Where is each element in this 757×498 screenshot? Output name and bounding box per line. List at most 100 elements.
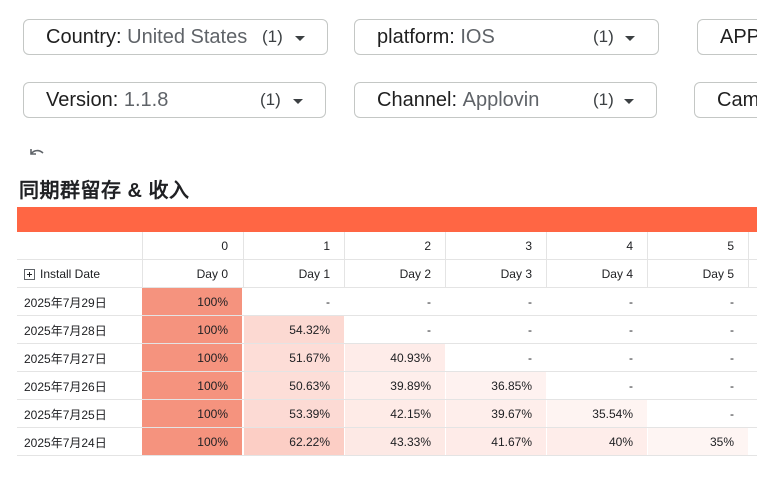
row-divider (17, 455, 757, 456)
day-header-row: Install Date Day 0 Day 1 Day 2 Day 3 Day… (17, 260, 757, 288)
country-filter-label: Country (46, 25, 117, 48)
chevron-down-icon (295, 36, 305, 41)
country-filter[interactable]: Country: United States (1) (23, 19, 328, 55)
retention-cell: - (629, 379, 633, 393)
column-divider (546, 232, 547, 287)
campaign-filter-label: Cam (717, 88, 757, 111)
row-divider (17, 259, 757, 260)
app-filter-label: APP (720, 25, 757, 48)
page-title: 同期群留存 & 收入 (19, 180, 190, 202)
day-header-cell[interactable]: Day 4 (601, 267, 633, 281)
retention-cell: - (730, 379, 734, 393)
retention-cell: 100% (142, 344, 242, 372)
chevron-down-icon (293, 99, 303, 104)
retention-cell: 100% (142, 288, 242, 316)
retention-cell: - (730, 323, 734, 337)
retention-cell: 50.63% (244, 372, 344, 400)
version-filter-value: 1.1.8 (123, 88, 169, 111)
channel-filter-value: Applovin (462, 88, 540, 111)
version-filter[interactable]: Version: 1.1.8 (1) (23, 82, 326, 118)
row-divider (17, 315, 757, 316)
table-row: 2025年7月28日 100% 54.32% - - - - (17, 316, 757, 344)
day-header-cell[interactable]: Day 1 (298, 267, 330, 281)
row-divider (17, 427, 757, 428)
chevron-down-icon (625, 36, 635, 41)
version-filter-label: Version (46, 88, 113, 111)
table-row: 2025年7月25日 100% 53.39% 42.15% 39.67% 35.54% - (17, 400, 757, 428)
install-date-cell: 2025年7月27日 (24, 351, 107, 366)
retention-cell: 39.89% (345, 372, 445, 400)
chevron-down-icon (624, 99, 634, 104)
row-divider (17, 287, 757, 288)
platform-filter-value: IOS (460, 25, 495, 48)
column-divider (243, 232, 244, 287)
retention-cell: 41.67% (446, 428, 546, 456)
install-date-cell: 2025年7月28日 (24, 323, 107, 338)
install-date-cell: 2025年7月29日 (24, 295, 107, 310)
country-filter-value: United States (127, 25, 248, 48)
retention-cell: - (326, 295, 330, 309)
retention-cell: 100% (142, 428, 242, 456)
colon: : (116, 25, 128, 48)
retention-cell: 53.39% (244, 400, 344, 428)
day-header-cell[interactable]: Day 5 (702, 267, 734, 281)
retention-cell: 36.85% (446, 372, 546, 400)
retention-cell: 100% (142, 400, 242, 428)
retention-cell: 35.54% (547, 400, 647, 428)
index-header-cell: 4 (626, 239, 633, 253)
install-date-header[interactable]: Install Date (17, 260, 142, 288)
retention-cell: 62.22% (244, 428, 344, 456)
retention-cell: - (629, 323, 633, 337)
retention-cell: 51.67% (244, 344, 344, 372)
platform-filter[interactable]: platform: IOS (1) (354, 19, 659, 55)
day-header-cell[interactable]: Day 3 (500, 267, 532, 281)
index-header-cell: 1 (323, 239, 330, 253)
retention-cell: - (427, 323, 431, 337)
retention-cell: - (528, 295, 532, 309)
row-divider (17, 399, 757, 400)
table-row: 2025年7月24日 100% 62.22% 43.33% 41.67% 40% 35% (17, 428, 757, 456)
channel-filter-count: (1) (593, 90, 614, 109)
retention-cell: 100% (142, 316, 242, 344)
platform-filter-count: (1) (593, 27, 614, 46)
retention-cell: - (629, 295, 633, 309)
country-filter-count: (1) (262, 27, 283, 46)
app-filter[interactable]: APP (697, 19, 757, 55)
column-divider (142, 232, 143, 287)
index-header-cell: 3 (525, 239, 532, 253)
install-date-cell: 2025年7月24日 (24, 435, 107, 450)
table-row: 2025年7月26日 100% 50.63% 39.89% 36.85% - - (17, 372, 757, 400)
table-row: 2025年7月29日 100% - - - - - (17, 288, 757, 316)
install-date-cell: 2025年7月25日 (24, 407, 107, 422)
index-header-cell: 2 (424, 239, 431, 253)
retention-cell: 35% (648, 428, 748, 456)
retention-cell: - (629, 351, 633, 365)
column-divider (344, 232, 345, 287)
day-header-cell[interactable]: Day 0 (196, 267, 228, 281)
retention-cell: - (528, 351, 532, 365)
retention-cell: 54.32% (244, 316, 344, 344)
colon: : (449, 25, 461, 48)
colon: : (112, 88, 124, 111)
index-header-cell: 0 (221, 239, 228, 253)
row-divider (17, 371, 757, 372)
channel-filter[interactable]: Channel: Applovin (1) (354, 82, 657, 118)
column-divider (647, 232, 648, 287)
column-divider (748, 232, 749, 287)
expand-icon[interactable] (24, 268, 35, 280)
retention-cell: 43.33% (345, 428, 445, 456)
table-row: 2025年7月27日 100% 51.67% 40.93% - - - (17, 344, 757, 372)
campaign-filter[interactable]: Cam (694, 82, 757, 118)
column-divider (445, 232, 446, 287)
retention-cell: 42.15% (345, 400, 445, 428)
undo-icon[interactable] (28, 146, 46, 160)
retention-cell: 100% (142, 372, 242, 400)
install-date-header-label: Install Date (40, 267, 101, 281)
retention-cell: - (427, 295, 431, 309)
channel-filter-label: Channel (377, 88, 452, 111)
index-header-row: 0 1 2 3 4 5 (17, 232, 757, 260)
table-header-bar (17, 207, 757, 232)
colon: : (451, 88, 463, 111)
day-header-cell[interactable]: Day 2 (399, 267, 431, 281)
index-header-cell: 5 (727, 239, 734, 253)
